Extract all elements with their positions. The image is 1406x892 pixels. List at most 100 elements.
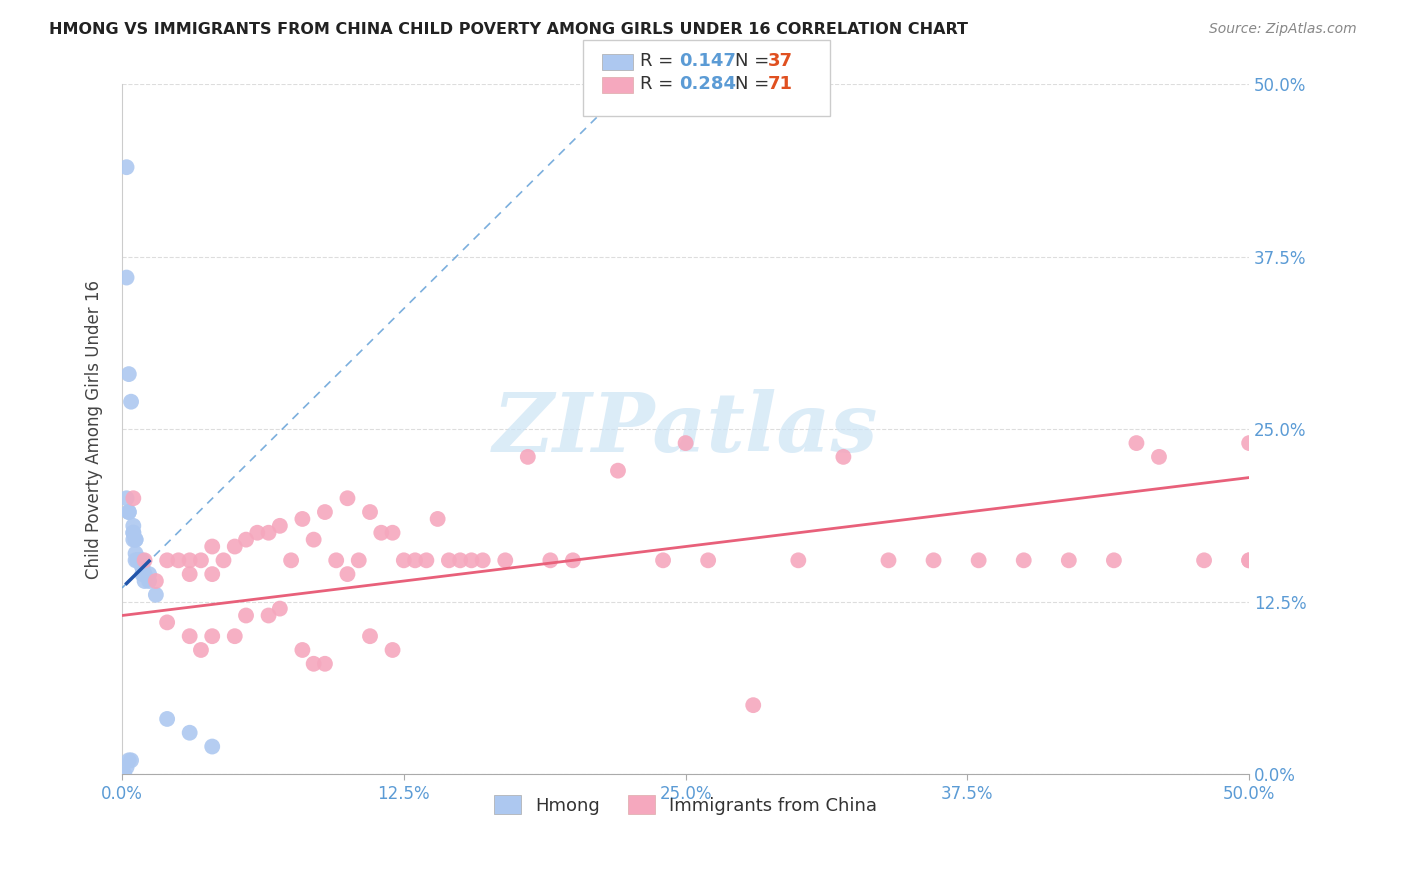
Point — [224, 629, 246, 643]
Point — [291, 643, 314, 657]
Point — [280, 553, 302, 567]
Point — [122, 525, 145, 540]
Point — [381, 643, 404, 657]
Point — [437, 553, 460, 567]
Point — [302, 657, 325, 671]
Point — [336, 567, 359, 582]
Text: N =: N = — [735, 52, 775, 70]
Point — [118, 505, 141, 519]
Text: R =: R = — [640, 75, 679, 93]
Point — [1192, 553, 1215, 567]
Point — [742, 698, 765, 713]
Text: 0.147: 0.147 — [679, 52, 735, 70]
Text: 71: 71 — [768, 75, 793, 93]
Text: N =: N = — [735, 75, 775, 93]
Point — [269, 601, 291, 615]
Point — [257, 525, 280, 540]
Point — [201, 567, 224, 582]
Point — [607, 464, 630, 478]
Point — [359, 505, 381, 519]
Point — [1125, 436, 1147, 450]
Point — [697, 553, 720, 567]
Text: 37: 37 — [768, 52, 793, 70]
Point — [122, 525, 145, 540]
Point — [134, 553, 156, 567]
Point — [1237, 553, 1260, 567]
Point — [131, 560, 153, 574]
Point — [118, 367, 141, 381]
Text: HMONG VS IMMIGRANTS FROM CHINA CHILD POVERTY AMONG GIRLS UNDER 16 CORRELATION CH: HMONG VS IMMIGRANTS FROM CHINA CHILD POV… — [49, 22, 969, 37]
Point — [129, 553, 152, 567]
Point — [118, 753, 141, 767]
Point — [314, 657, 336, 671]
Point — [922, 553, 945, 567]
Point — [291, 512, 314, 526]
Point — [156, 615, 179, 630]
Text: ZIPatlas: ZIPatlas — [494, 389, 879, 469]
Point — [1237, 553, 1260, 567]
Point — [145, 574, 167, 588]
Point — [246, 525, 269, 540]
Point — [359, 629, 381, 643]
Point — [967, 553, 990, 567]
Point — [131, 560, 153, 574]
Point — [115, 760, 138, 774]
Point — [652, 553, 675, 567]
Point — [138, 574, 160, 588]
Point — [134, 574, 156, 588]
Point — [494, 553, 516, 567]
Point — [877, 553, 900, 567]
Legend: Hmong, Immigrants from China: Hmong, Immigrants from China — [485, 787, 886, 823]
Point — [124, 546, 146, 560]
Point — [115, 270, 138, 285]
Point — [179, 725, 201, 739]
Text: 0.284: 0.284 — [679, 75, 737, 93]
Point — [325, 553, 347, 567]
Point — [134, 567, 156, 582]
Point — [426, 512, 449, 526]
Point — [124, 553, 146, 567]
Point — [122, 519, 145, 533]
Text: R =: R = — [640, 52, 679, 70]
Point — [145, 588, 167, 602]
Point — [336, 491, 359, 506]
Point — [381, 525, 404, 540]
Point — [124, 533, 146, 547]
Point — [1102, 553, 1125, 567]
Point — [392, 553, 415, 567]
Point — [460, 553, 482, 567]
Point — [471, 553, 494, 567]
Point — [129, 553, 152, 567]
Point — [122, 533, 145, 547]
Point — [1057, 553, 1080, 567]
Point — [302, 533, 325, 547]
Point — [314, 505, 336, 519]
Point — [127, 553, 149, 567]
Point — [118, 505, 141, 519]
Point — [156, 712, 179, 726]
Point — [190, 643, 212, 657]
Point — [112, 767, 135, 781]
Point — [179, 567, 201, 582]
Point — [1237, 436, 1260, 450]
Point — [516, 450, 538, 464]
Point — [131, 553, 153, 567]
Point — [127, 553, 149, 567]
Point — [449, 553, 471, 567]
Point — [120, 394, 142, 409]
Point — [124, 533, 146, 547]
Point — [415, 553, 437, 567]
Point — [370, 525, 392, 540]
Point — [832, 450, 855, 464]
Point — [190, 553, 212, 567]
Point — [347, 553, 370, 567]
Text: Source: ZipAtlas.com: Source: ZipAtlas.com — [1209, 22, 1357, 37]
Point — [122, 491, 145, 506]
Point — [561, 553, 583, 567]
Point — [120, 753, 142, 767]
Point — [179, 553, 201, 567]
Point — [127, 553, 149, 567]
Point — [675, 436, 697, 450]
Point — [212, 553, 235, 567]
Point — [127, 553, 149, 567]
